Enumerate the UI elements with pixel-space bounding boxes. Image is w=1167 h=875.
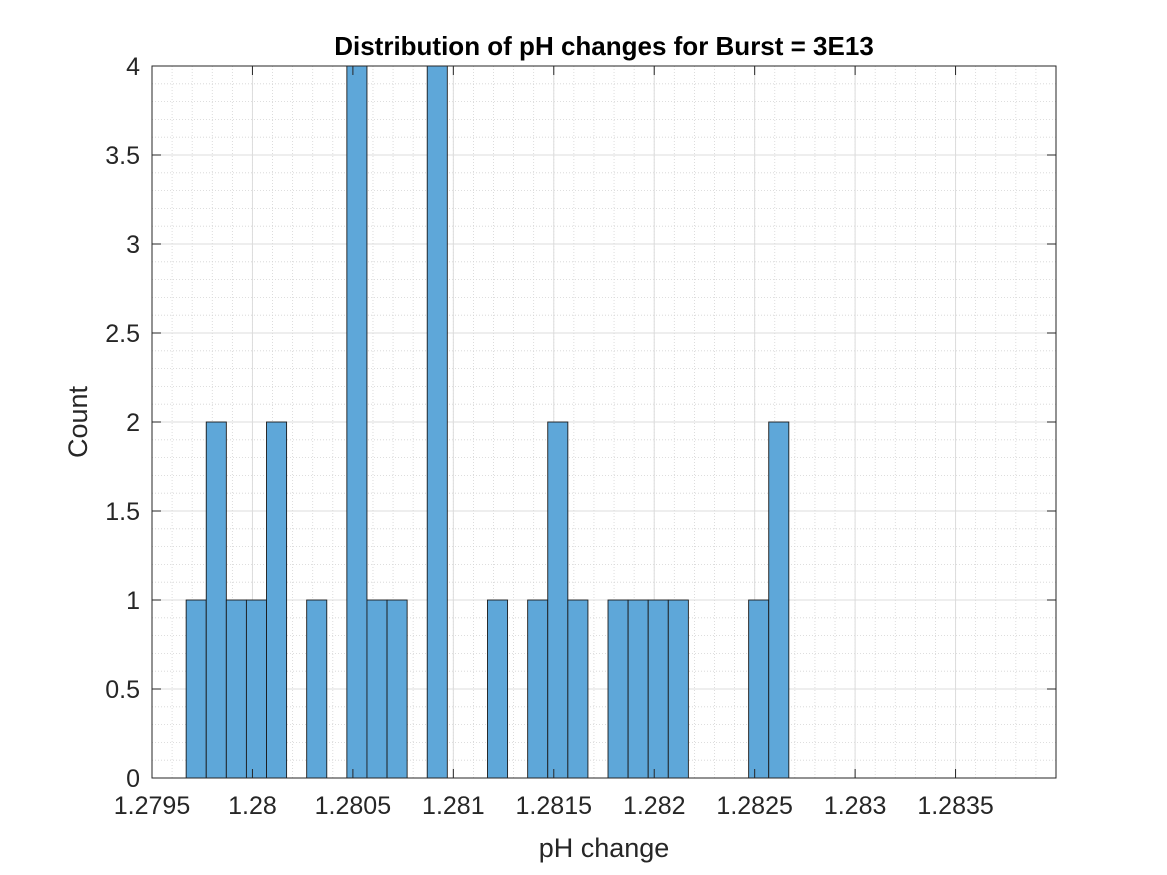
y-axis-label: Count [63, 385, 93, 458]
x-tick-label: 1.2795 [114, 792, 190, 820]
histogram-bar [768, 421, 790, 779]
x-tick-labels: 1.2795 1.28 1.2805 1.281 1.2815 1.282 1.2825 1.… [114, 792, 994, 820]
x-tick-label: 1.28 [228, 792, 277, 820]
y-tick-label: 0 [126, 765, 140, 793]
bars [185, 65, 790, 779]
y-tick-label: 3.5 [105, 142, 140, 170]
x-tick-label: 1.282 [623, 792, 686, 820]
histogram-bar [366, 599, 388, 779]
plot-area-frame [151, 65, 1057, 779]
x-tick-label: 1.2835 [917, 792, 993, 820]
histogram-bar [205, 421, 227, 779]
x-tick-label: 1.2805 [315, 792, 391, 820]
histogram-bar [346, 65, 368, 779]
chart-title: Distribution of pH changes for Burst = 3… [334, 31, 874, 61]
histogram-bar [547, 421, 569, 779]
y-tick-label: 0.5 [105, 676, 140, 704]
histogram-bar [607, 599, 629, 779]
histogram-bar [426, 65, 448, 779]
y-tick-label: 4 [126, 53, 140, 81]
histogram-bar [527, 599, 549, 779]
y-tick-label: 1 [126, 587, 140, 615]
histogram-bar [567, 599, 589, 779]
histogram-bar [245, 599, 267, 779]
x-tick-label: 1.2815 [516, 792, 592, 820]
x-tick-label: 1.2825 [716, 792, 792, 820]
histogram-bar [647, 599, 669, 779]
y-tick-label: 2.5 [105, 320, 140, 348]
histogram-bar [185, 599, 207, 779]
histogram-bar [225, 599, 247, 779]
y-tick-label: 2 [126, 409, 140, 437]
x-tick-label: 1.283 [824, 792, 887, 820]
histogram-bar [487, 599, 509, 779]
histogram-bar [748, 599, 770, 779]
histogram-bar [266, 421, 288, 779]
histogram-bar [667, 599, 689, 779]
histogram-bar [627, 599, 649, 779]
y-tick-label: 1.5 [105, 498, 140, 526]
x-axis-label: pH change [539, 833, 670, 863]
histogram-bar [306, 599, 328, 779]
y-tick-labels: 0 0.5 1 1.5 2 2.5 3 3.5 4 [105, 53, 140, 793]
y-tick-label: 3 [126, 231, 140, 259]
histogram-bar [386, 599, 408, 779]
x-tick-label: 1.281 [422, 792, 485, 820]
